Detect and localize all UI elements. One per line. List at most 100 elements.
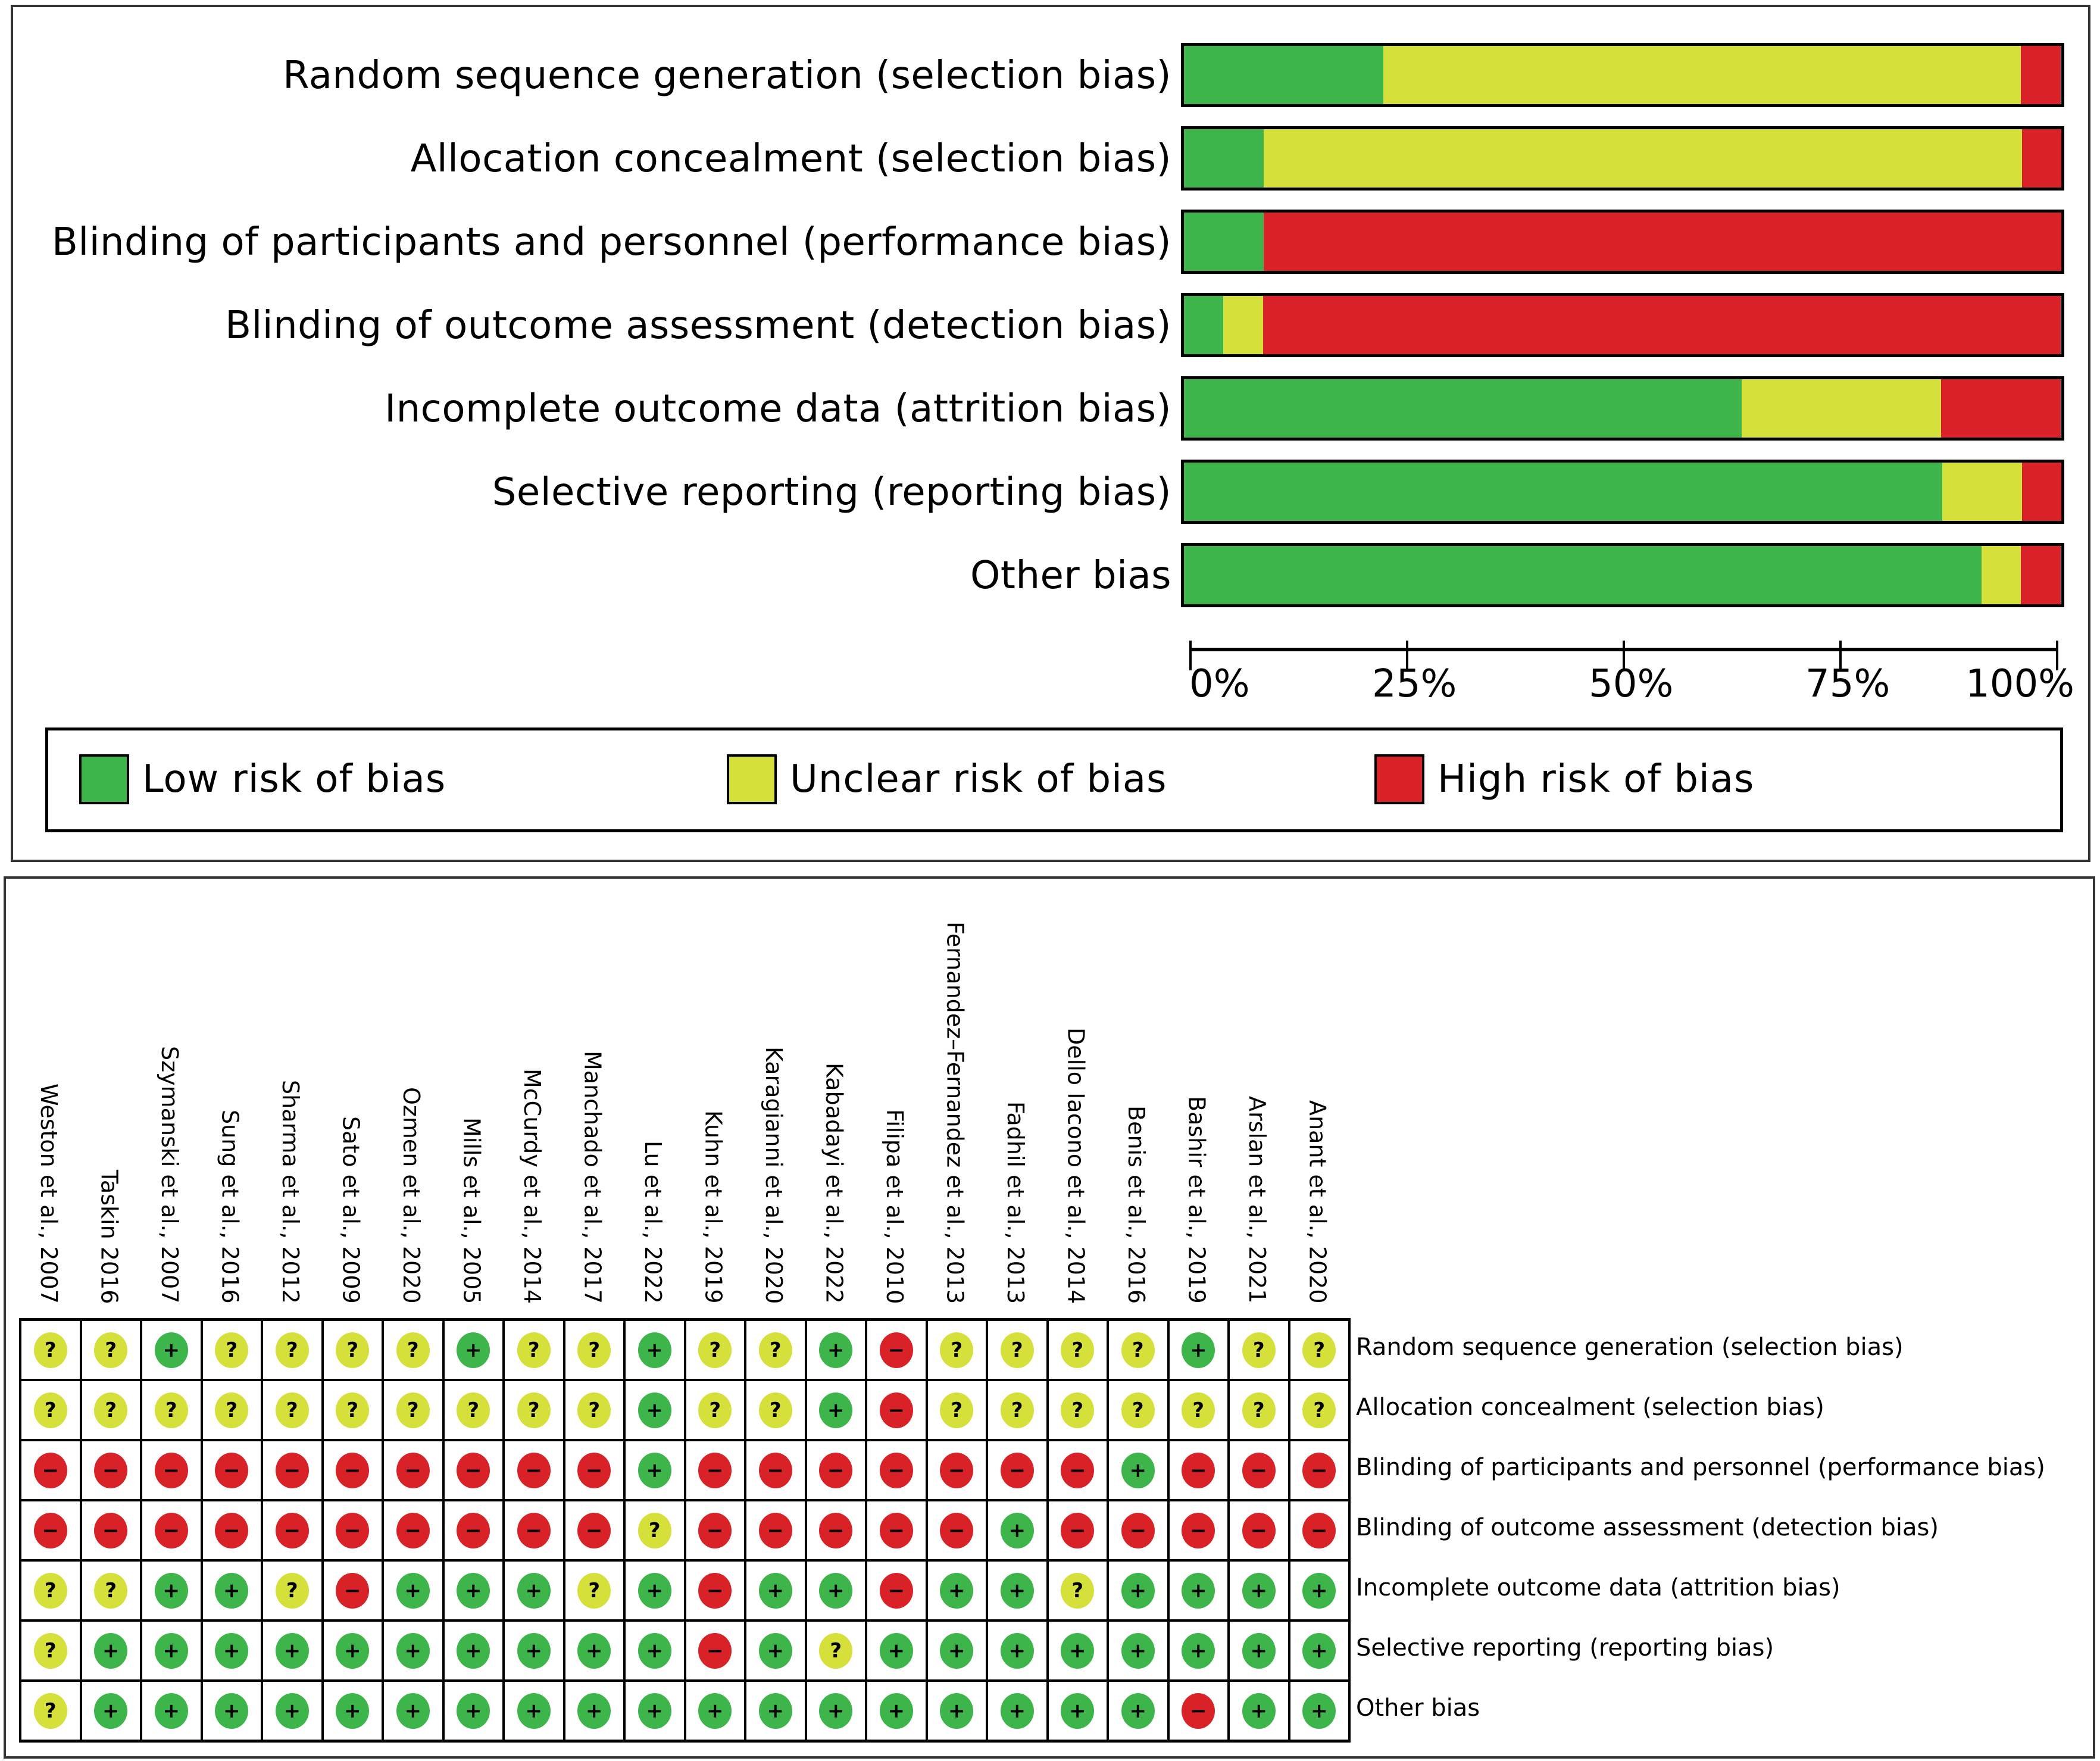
judgement-low-icon: + — [577, 1632, 611, 1669]
judgement-low-icon: + — [1000, 1693, 1034, 1729]
judgement-high-icon: − — [94, 1452, 128, 1488]
judgement-low-icon: + — [879, 1693, 913, 1729]
bar-segment-high — [2021, 46, 2061, 104]
judgement-high-icon: − — [940, 1512, 974, 1548]
grid-cell: + — [82, 1622, 142, 1679]
grid-cell: − — [867, 1562, 928, 1619]
judgement-low-icon: + — [1121, 1693, 1155, 1729]
stacked-bar — [1181, 543, 2064, 607]
judgement-unclear-icon: ? — [1061, 1392, 1095, 1428]
judgement-low-icon: + — [940, 1572, 974, 1609]
grid-cell: − — [867, 1321, 928, 1379]
study-names: Weston et al., 2007 Taskin 2016 Szymanski … — [18, 893, 1351, 1310]
grid-cell: + — [142, 1682, 203, 1740]
grid-cell: − — [565, 1501, 626, 1559]
study-name: Taskin 2016 — [96, 1169, 123, 1304]
judgement-low-icon: + — [1000, 1572, 1034, 1609]
judgement-high-icon: − — [336, 1572, 370, 1609]
judgement-low-icon: + — [275, 1632, 309, 1669]
judgement-low-icon: + — [1061, 1632, 1095, 1669]
judgement-low-icon: + — [457, 1632, 490, 1669]
judgement-high-icon: − — [698, 1452, 732, 1488]
judgement-low-icon: + — [94, 1693, 128, 1729]
study-name: Weston et al., 2007 — [36, 1084, 62, 1304]
judgement-unclear-icon: ? — [758, 1392, 792, 1428]
stacked-bar — [1181, 43, 2064, 107]
judgement-low-icon: + — [758, 1693, 792, 1729]
judgement-low-icon: + — [396, 1572, 430, 1609]
judgement-low-icon: + — [517, 1572, 551, 1609]
judgement-unclear-icon: ? — [577, 1392, 611, 1428]
grid-row: ? + + + + + + + + + + + + + + + + + + − + + — [21, 1682, 1351, 1740]
bar-label: Allocation concealment (selection bias) — [410, 137, 1171, 181]
grid-cell: − — [263, 1441, 324, 1499]
bar-label: Random sequence generation (selection bi… — [283, 54, 1171, 98]
judgement-low-icon: + — [215, 1693, 249, 1729]
bar-segment-high — [1941, 379, 2061, 438]
study-name: Sung et al., 2016 — [217, 1110, 243, 1304]
grid-cell: ? — [1230, 1381, 1290, 1439]
grid-cell: ? — [21, 1381, 82, 1439]
grid-cell: + — [445, 1622, 505, 1679]
domain-label: Random sequence generation (selection bi… — [1356, 1334, 1904, 1361]
judgement-low-icon: + — [457, 1693, 490, 1729]
judgement-high-icon: − — [1242, 1452, 1276, 1488]
study-name: Karagianni et al., 2020 — [761, 1046, 787, 1304]
judgement-high-icon: − — [1000, 1452, 1034, 1488]
grid-cell: − — [142, 1441, 203, 1499]
legend-item-unclear: Unclear risk of bias — [727, 754, 1167, 804]
judgement-unclear-icon: ? — [517, 1392, 551, 1428]
judgement-low-icon: + — [940, 1632, 974, 1669]
judgement-low-icon: + — [819, 1572, 853, 1609]
grid-cell: ? — [565, 1321, 626, 1379]
grid-cell: − — [746, 1501, 807, 1559]
judgement-unclear-icon: ? — [1302, 1392, 1336, 1428]
grid-cell: − — [1170, 1441, 1230, 1499]
grid-cell: + — [928, 1562, 988, 1619]
x-axis-tick — [1406, 641, 1408, 670]
judgement-low-icon: + — [940, 1693, 974, 1729]
bar-label: Other bias — [970, 554, 1171, 598]
judgement-high-icon: − — [1182, 1693, 1215, 1729]
stacked-bar — [1181, 460, 2064, 524]
bar-label: Incomplete outcome data (attrition bias) — [385, 387, 1171, 431]
judgement-high-icon: − — [336, 1512, 370, 1548]
grid-cell: ? — [1049, 1321, 1109, 1379]
judgement-low-icon: + — [1000, 1632, 1034, 1669]
bar-segment-low — [1184, 296, 1224, 354]
grid-cell: + — [807, 1562, 867, 1619]
grid-cell: − — [746, 1441, 807, 1499]
grid-cell: ? — [1109, 1321, 1170, 1379]
judgement-low-icon: + — [1242, 1693, 1276, 1729]
grid-cell: ? — [142, 1381, 203, 1439]
judgement-high-icon: − — [879, 1452, 913, 1488]
grid-cell: + — [1290, 1562, 1351, 1619]
grid-cell: ? — [384, 1381, 445, 1439]
judgement-low-icon: + — [1121, 1572, 1155, 1609]
judgement-unclear-icon: ? — [698, 1332, 732, 1368]
judgement-unclear-icon: ? — [758, 1332, 792, 1368]
grid-cell: + — [565, 1682, 626, 1740]
study-name: Anant et al., 2020 — [1304, 1100, 1331, 1304]
judgement-unclear-icon: ? — [275, 1332, 309, 1368]
grid-row: ?????????? +?? + −??????? — [21, 1381, 1351, 1441]
stacked-bar — [1181, 126, 2064, 191]
grid-cell: ? — [746, 1321, 807, 1379]
grid-cell: − — [505, 1501, 565, 1559]
grid-cell: ? — [988, 1381, 1049, 1439]
judgement-high-icon: − — [275, 1452, 309, 1488]
judgement-high-icon: − — [396, 1452, 430, 1488]
judgement-low-icon: + — [1182, 1332, 1215, 1368]
judgement-unclear-icon: ? — [1000, 1392, 1034, 1428]
judgement-unclear-icon: ? — [33, 1693, 67, 1729]
judgement-unclear-icon: ? — [154, 1392, 188, 1428]
judgement-low-icon: + — [638, 1452, 671, 1488]
grid-cell: + — [1170, 1321, 1230, 1379]
grid-cell: ? — [445, 1381, 505, 1439]
judgement-unclear-icon: ? — [577, 1332, 611, 1368]
bar-segment-low — [1184, 546, 1982, 604]
grid-row: ?? +???? +?? +?? + −???? +?? — [21, 1321, 1351, 1381]
judgement-unclear-icon: ? — [1242, 1332, 1276, 1368]
judgement-low-icon: + — [1302, 1693, 1336, 1729]
grid-cell: + — [1230, 1682, 1290, 1740]
